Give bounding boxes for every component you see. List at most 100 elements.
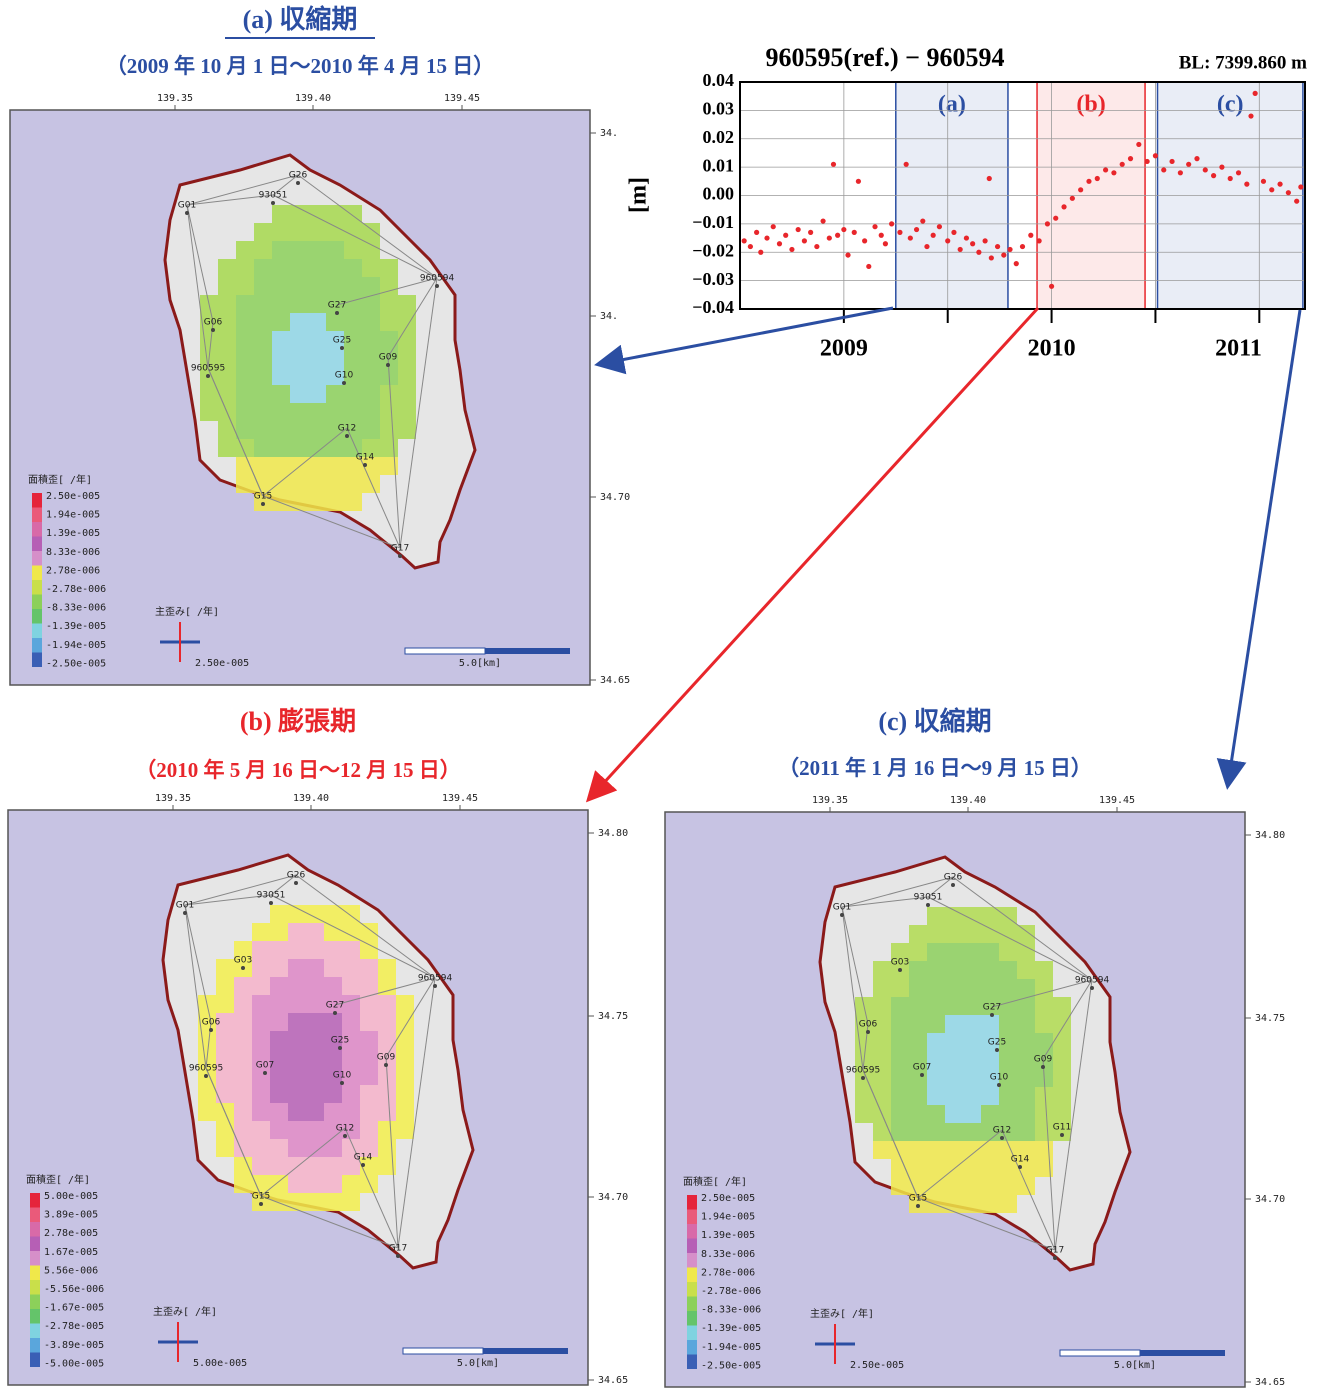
- data-point: [914, 227, 919, 232]
- station-label: G01: [833, 903, 851, 913]
- data-point: [1103, 167, 1108, 172]
- strain-cell: [1053, 1033, 1071, 1051]
- strain-cell: [236, 241, 254, 259]
- strain-cell: [288, 1067, 306, 1085]
- strain-cell: [380, 421, 398, 439]
- strain-cell: [1017, 961, 1035, 979]
- station-label: G25: [333, 336, 351, 346]
- strain-cell: [326, 403, 344, 421]
- data-point: [1244, 182, 1249, 187]
- strain-cell: [398, 349, 416, 367]
- colorbar-swatch: [687, 1297, 697, 1312]
- station-label: G03: [234, 956, 252, 966]
- strain-cell: [945, 1123, 963, 1141]
- strain-cell: [344, 313, 362, 331]
- colorbar-label: 2.78e-006: [701, 1267, 755, 1278]
- strain-cell: [398, 331, 416, 349]
- data-point: [835, 233, 840, 238]
- strain-cell: [218, 259, 236, 277]
- station: [1090, 986, 1094, 990]
- figure: (a) 収縮期（2009 年 10 月 1 日～2010 年 4 月 15 日）…: [0, 0, 1327, 1389]
- data-point: [748, 244, 753, 249]
- strain-cell: [927, 943, 945, 961]
- strain-cell: [398, 403, 416, 421]
- strain-cell: [963, 1159, 981, 1177]
- strain-cell: [873, 1123, 891, 1141]
- strain-cell: [200, 403, 218, 421]
- strain-cell: [290, 259, 308, 277]
- strain-cell: [927, 1159, 945, 1177]
- strain-cell: [306, 1031, 324, 1049]
- colorbar-label: -1.67e-005: [44, 1303, 104, 1314]
- x-tick-label: 2010: [1028, 336, 1076, 362]
- colorbar-label: 2.78e-005: [44, 1228, 98, 1239]
- strain-cell: [290, 403, 308, 421]
- strain-cell: [308, 475, 326, 493]
- strain-cell: [252, 1031, 270, 1049]
- strain-cell: [306, 1049, 324, 1067]
- strain-cell: [252, 977, 270, 995]
- station: [1060, 1133, 1064, 1137]
- colorbar-label: 2.50e-005: [701, 1193, 755, 1204]
- link-arrow: [1228, 310, 1300, 784]
- strain-cell: [254, 277, 272, 295]
- strain-cell: [326, 439, 344, 457]
- lon-label: 139.35: [155, 793, 191, 804]
- strain-cell: [396, 1067, 414, 1085]
- data-point: [814, 244, 819, 249]
- panel-period: （2009 年 10 月 1 日～2010 年 4 月 15 日）: [106, 54, 495, 78]
- strain-cell: [236, 259, 254, 277]
- lat-label: 34.75: [1255, 1013, 1285, 1024]
- strain-cell: [308, 385, 326, 403]
- station: [211, 328, 215, 332]
- period-label: (a): [938, 92, 966, 118]
- data-point: [771, 224, 776, 229]
- strain-legend-value: 2.50e-005: [195, 658, 249, 669]
- strain-cell: [855, 1033, 873, 1051]
- strain-cell: [306, 977, 324, 995]
- chart-title: 960595(ref.) − 960594: [766, 43, 1005, 72]
- data-point: [783, 233, 788, 238]
- strain-cell: [326, 241, 344, 259]
- strain-cell: [342, 959, 360, 977]
- y-tick-label: −0.01: [692, 212, 734, 232]
- station: [363, 463, 367, 467]
- strain-cell: [909, 997, 927, 1015]
- data-point: [1049, 284, 1054, 289]
- strain-cell: [236, 367, 254, 385]
- colorbar-swatch: [687, 1340, 697, 1355]
- strain-cell: [270, 1121, 288, 1139]
- data-point: [1228, 176, 1233, 181]
- strain-cell: [200, 331, 218, 349]
- strain-cell: [270, 1193, 288, 1211]
- strain-cell: [218, 421, 236, 439]
- data-point: [1203, 167, 1208, 172]
- colorbar-label: 8.33e-006: [701, 1249, 755, 1260]
- strain-cell: [396, 1121, 414, 1139]
- timeseries-chart: (a)(b)(c)0.040.030.020.010.00−0.01−0.02−…: [626, 43, 1308, 362]
- colorbar-label: -1.39e-005: [701, 1323, 761, 1334]
- strain-cell: [198, 1031, 216, 1049]
- strain-cell: [380, 403, 398, 421]
- period-label: (b): [1076, 92, 1105, 118]
- station: [206, 374, 210, 378]
- colorbar-swatch: [687, 1253, 697, 1268]
- data-point: [1061, 204, 1066, 209]
- data-point: [1095, 176, 1100, 181]
- lon-label: 139.35: [812, 795, 848, 806]
- strain-cell: [380, 313, 398, 331]
- strain-cell: [270, 923, 288, 941]
- y-tick-label: 0.02: [703, 127, 735, 147]
- strain-cell: [1017, 925, 1035, 943]
- station-label: G15: [254, 492, 272, 502]
- strain-cell: [963, 1141, 981, 1159]
- strain-cell: [360, 1049, 378, 1067]
- strain-cell: [1035, 1105, 1053, 1123]
- strain-cell: [999, 1051, 1017, 1069]
- strain-cell: [398, 385, 416, 403]
- strain-cell: [270, 1157, 288, 1175]
- data-point: [1211, 173, 1216, 178]
- data-point: [1120, 162, 1125, 167]
- colorbar-label: -5.56e-006: [44, 1284, 104, 1295]
- lat-label: 34.: [600, 128, 618, 139]
